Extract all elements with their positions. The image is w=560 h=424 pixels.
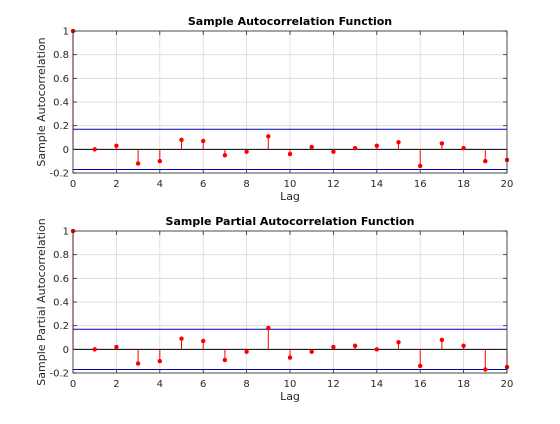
stem-marker: [157, 358, 163, 364]
stem-marker: [114, 344, 119, 350]
stem-marker: [135, 161, 141, 166]
stem-marker: [92, 147, 97, 152]
x-tick-label: 12: [327, 179, 340, 190]
x-tick-label: 12: [327, 379, 340, 390]
y-tick-label: 0: [63, 345, 69, 356]
x-tick-label: 4: [157, 179, 163, 190]
stem-marker: [222, 153, 228, 158]
y-tick-label: 0.4: [53, 98, 69, 109]
stem-marker: [287, 355, 293, 360]
stem-marker: [287, 151, 293, 157]
stem-marker: [244, 349, 249, 354]
y-tick-label: 0.8: [53, 250, 69, 261]
stem-marker: [439, 141, 445, 146]
x-tick-label: 8: [243, 179, 249, 190]
stem-marker: [244, 149, 249, 154]
stem-marker: [439, 337, 445, 343]
stem-marker: [222, 357, 228, 363]
x-tick-label: 2: [113, 379, 119, 390]
stem-marker: [266, 134, 271, 139]
x-tick-label: 0: [70, 379, 76, 390]
x-tick-label: 10: [284, 179, 297, 190]
stem-marker: [374, 143, 380, 149]
x-tick-label: 6: [200, 379, 206, 390]
stem-marker: [309, 349, 314, 354]
chart-title: Sample Partial Autocorrelation Function: [166, 215, 415, 228]
stem-marker: [461, 145, 466, 151]
x-tick-label: 4: [157, 379, 163, 390]
x-tick-label: 20: [501, 379, 514, 390]
chart-panel-acf: 0 2 4 6 8 10 12 14 16 18 20-0.200.20.40.60.81Sampl…: [35, 15, 513, 203]
x-tick-label: 20: [501, 179, 514, 190]
x-tick-label: 18: [457, 179, 470, 190]
x-tick-label: 16: [414, 179, 427, 190]
stem-marker: [200, 138, 206, 144]
stem-marker: [461, 343, 466, 349]
stem-marker: [179, 137, 184, 143]
y-tick-label: 0: [63, 145, 69, 156]
stem-marker: [157, 158, 163, 164]
x-tick-label: 8: [243, 379, 249, 390]
y-tick-label: -0.2: [49, 169, 69, 180]
y-tick-label: 1: [63, 27, 69, 38]
x-axis-label: Lag: [280, 390, 300, 403]
y-tick-label: 0.4: [53, 298, 69, 309]
x-tick-label: 10: [284, 379, 297, 390]
stem-marker: [374, 347, 380, 352]
stem-marker: [417, 363, 423, 369]
x-tick-label: 14: [370, 179, 383, 190]
stem-marker: [417, 163, 423, 169]
x-tick-label: 6: [200, 179, 206, 190]
stem-marker: [179, 336, 184, 341]
stem-marker: [396, 339, 401, 345]
y-axis-label: Sample Partial Autocorrelation: [35, 218, 48, 385]
stem-marker: [331, 344, 336, 350]
chart-title: Sample Autocorrelation Function: [188, 15, 392, 28]
stem-marker: [92, 347, 97, 352]
y-tick-label: -0.2: [49, 369, 69, 380]
chart-panel-pacf: 0 2 4 6 8 10 12 14 16 18 20-0.200.20.40.60.81Sampl…: [35, 215, 513, 403]
y-tick-label: 0.6: [53, 274, 69, 285]
stem-marker: [200, 338, 206, 344]
stem-marker: [309, 144, 314, 150]
y-tick-label: 1: [63, 227, 69, 238]
stem-marker: [396, 139, 401, 145]
x-tick-label: 2: [113, 179, 119, 190]
stem-marker: [352, 343, 358, 349]
stem-marker: [135, 361, 141, 366]
stem-marker: [114, 143, 119, 149]
x-tick-label: 14: [370, 379, 383, 390]
y-tick-label: 0.8: [53, 50, 69, 61]
stem-marker: [266, 325, 271, 331]
y-axis-label: Sample Autocorrelation: [35, 37, 48, 166]
x-tick-label: 18: [457, 379, 470, 390]
x-axis-label: Lag: [280, 190, 300, 203]
y-tick-label: 0.6: [53, 74, 69, 85]
x-tick-label: 0: [70, 179, 76, 190]
stem-marker: [483, 158, 488, 164]
stem-marker: [352, 145, 358, 151]
x-tick-label: 16: [414, 379, 427, 390]
y-tick-label: 0.2: [53, 321, 69, 332]
stem-marker: [331, 149, 336, 154]
y-tick-label: 0.2: [53, 121, 69, 132]
stem-marker: [483, 367, 488, 372]
